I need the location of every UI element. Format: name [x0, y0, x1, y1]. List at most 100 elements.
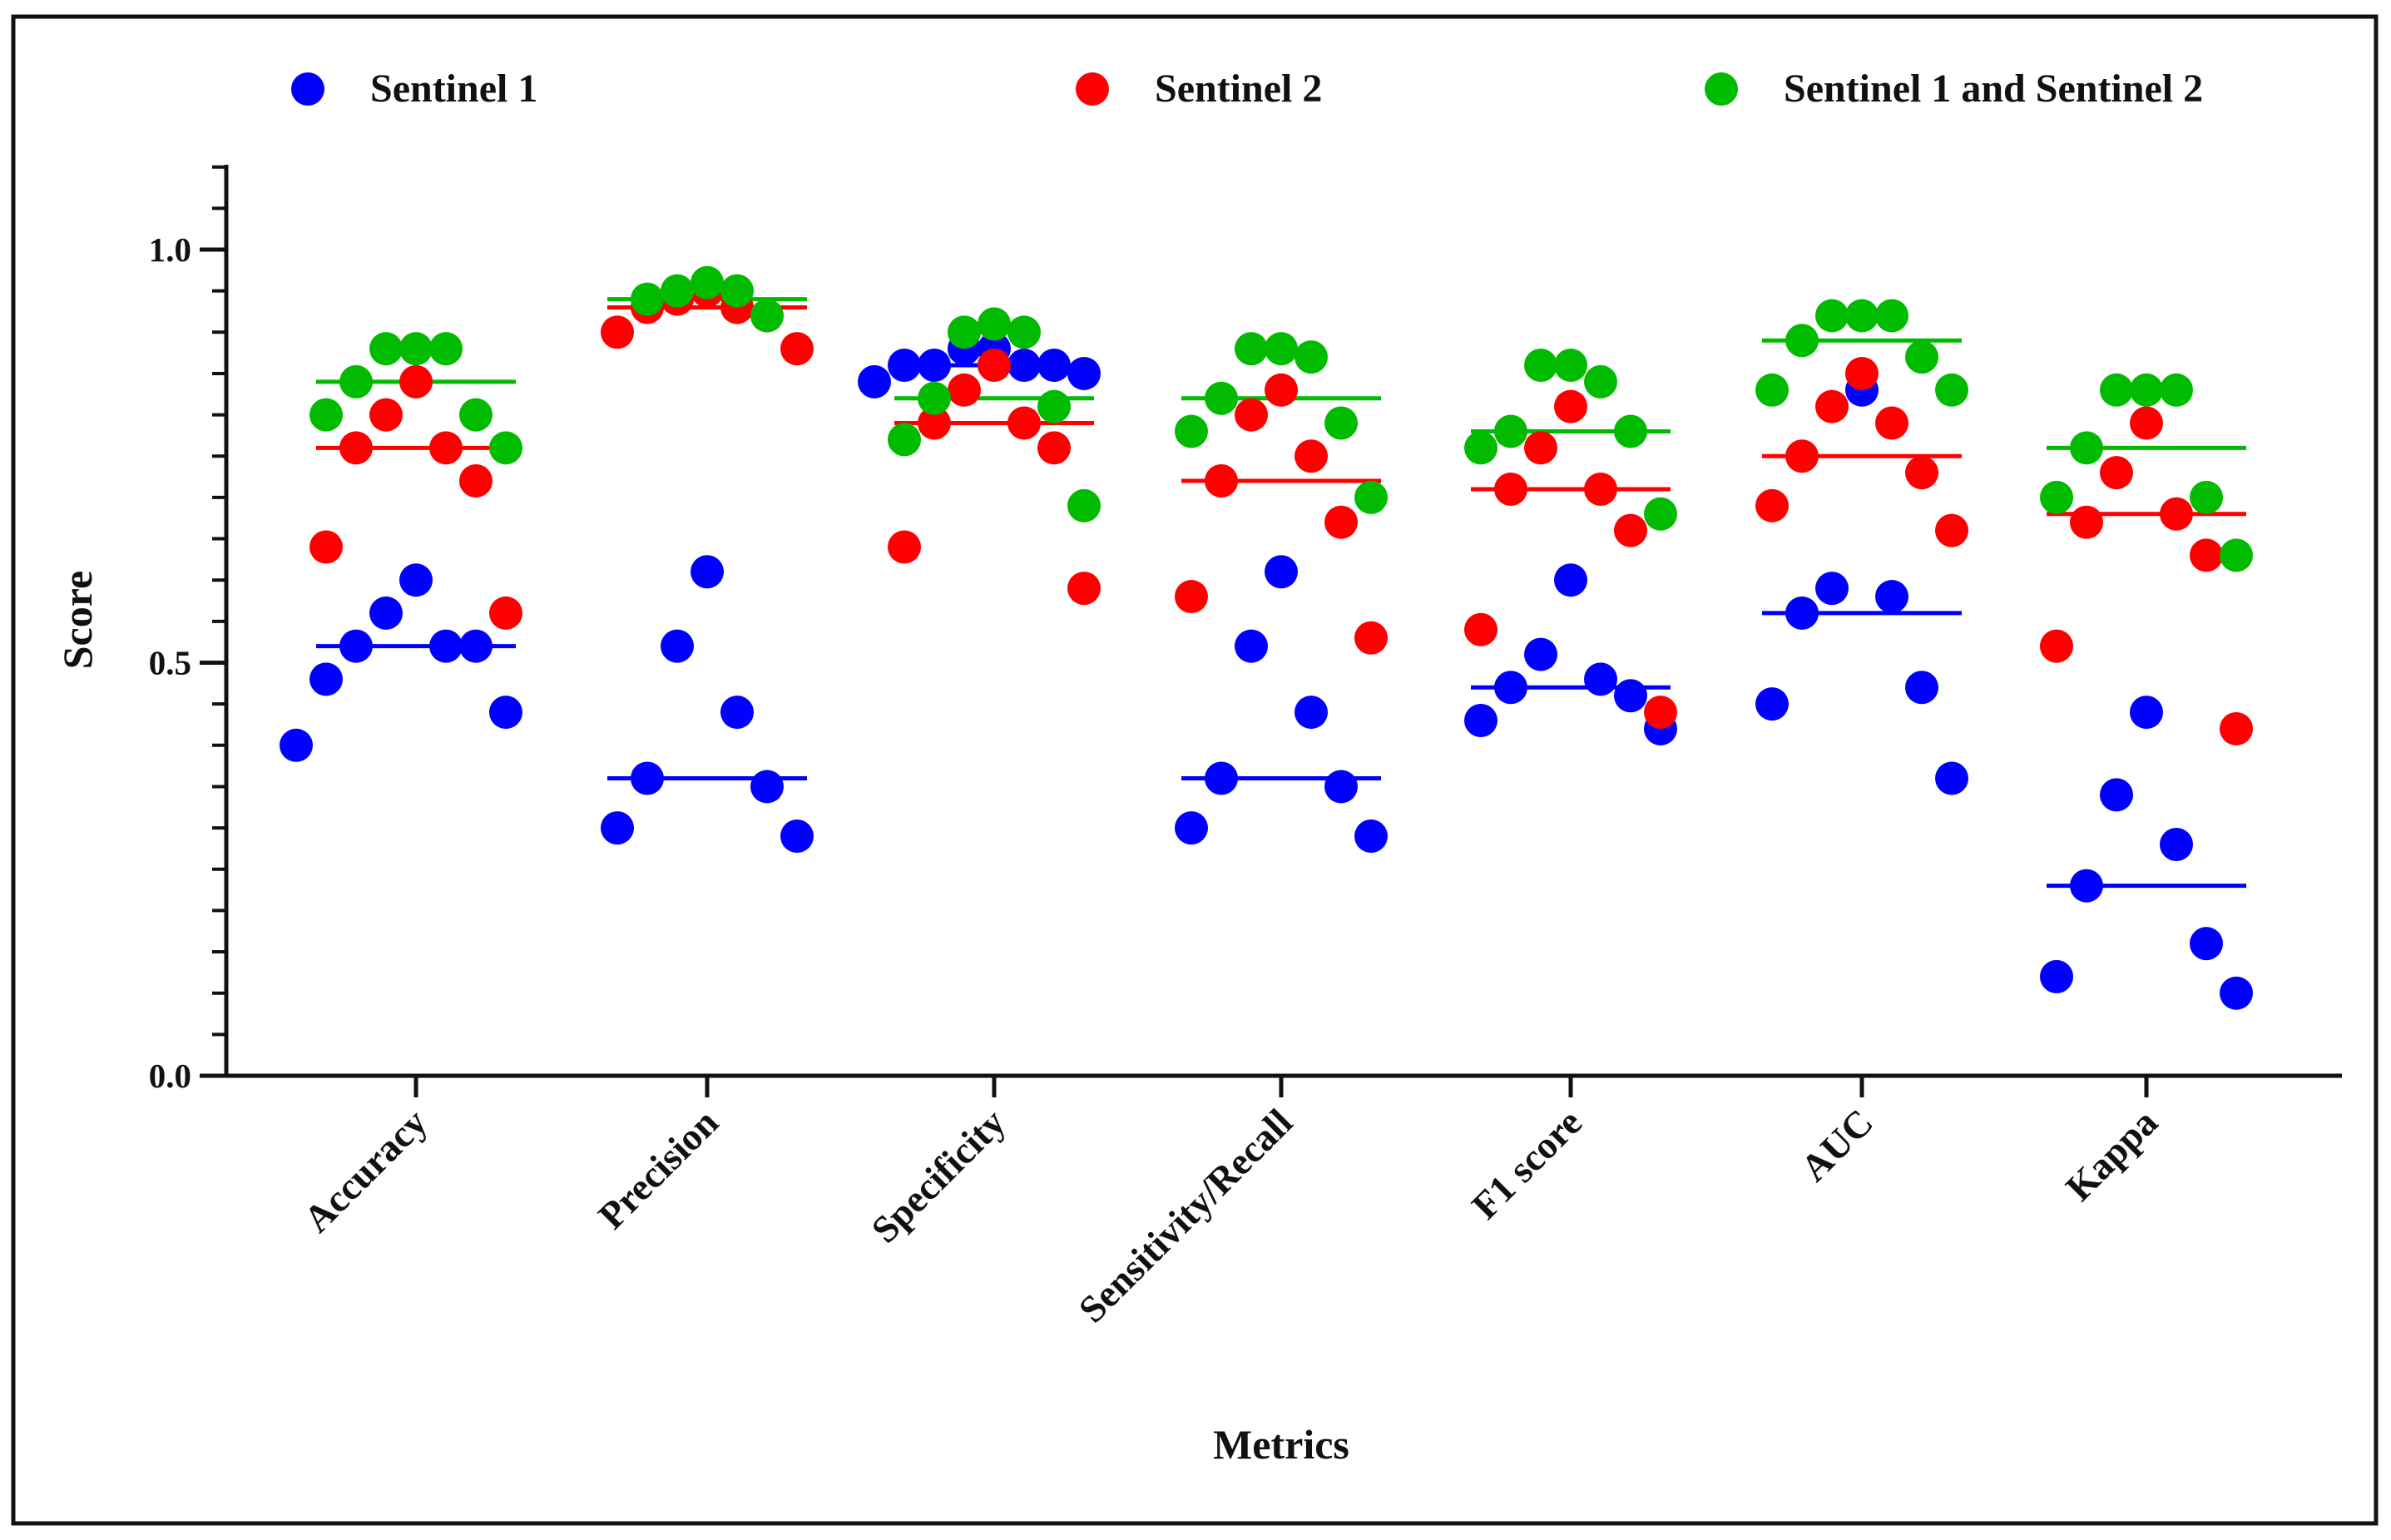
data-point: [1875, 299, 1908, 333]
data-point: [1037, 349, 1071, 383]
y-minor-ticks: [212, 165, 226, 1077]
data-point: [720, 696, 754, 730]
data-point: [1815, 572, 1849, 606]
data-point: [1614, 679, 1647, 713]
data-point: [2190, 927, 2223, 961]
data-point: [1785, 596, 1819, 630]
data-point: [309, 398, 343, 432]
data-point: [429, 431, 463, 465]
data-point: [601, 811, 634, 845]
data-point: [1354, 621, 1388, 655]
data-point: [1935, 513, 1968, 547]
data-point: [489, 696, 522, 730]
data-point: [1614, 414, 1647, 448]
data-point: [369, 398, 403, 432]
data-point: [750, 299, 784, 333]
data-point: [1905, 671, 1938, 705]
data-point: [1494, 414, 1527, 448]
data-point: [1324, 770, 1358, 804]
data-point: [1037, 431, 1071, 465]
data-point: [1935, 761, 1968, 795]
data-point: [780, 820, 814, 854]
data-point: [661, 629, 694, 663]
data-point: [1755, 488, 1789, 522]
data-point: [369, 332, 403, 366]
data-point: [1905, 340, 1938, 374]
data-point: [1755, 373, 1789, 407]
data-point: [1494, 472, 1527, 506]
data-point: [750, 770, 784, 804]
data-point: [1235, 629, 1268, 663]
data-point: [339, 629, 373, 663]
y-tick-label: 1.0: [149, 230, 191, 269]
data-point: [429, 629, 463, 663]
data-point: [309, 662, 343, 696]
data-point: [1584, 472, 1617, 506]
data-point: [2160, 827, 2193, 861]
data-point: [631, 761, 664, 795]
data-point: [2100, 456, 2133, 490]
data-point: [2100, 373, 2133, 407]
data-point: [2190, 480, 2223, 514]
data-point: [631, 282, 664, 316]
data-point: [1785, 439, 1819, 473]
data-point: [2070, 869, 2103, 903]
data-point: [1554, 349, 1587, 383]
data-point: [339, 364, 373, 399]
data-point: [1205, 464, 1238, 498]
data-point: [459, 464, 493, 498]
data-point: [2220, 711, 2253, 745]
x-axis-title: Metrics: [1213, 1421, 1349, 1468]
data-point: [780, 332, 814, 366]
data-point: [1067, 356, 1101, 390]
data-point: [399, 332, 433, 366]
data-point: [2160, 497, 2193, 531]
data-point: [1354, 480, 1388, 514]
data-point: [1584, 364, 1617, 399]
legend-marker: [1705, 72, 1738, 106]
data-point: [858, 364, 891, 399]
data-point: [2130, 373, 2163, 407]
data-point: [1524, 431, 1557, 465]
data-point: [1785, 324, 1819, 358]
data-point: [1324, 406, 1358, 440]
data-point: [2130, 696, 2163, 730]
data-point: [1067, 572, 1101, 606]
data-point: [2070, 431, 2103, 465]
data-point: [1815, 389, 1849, 423]
data-point: [459, 398, 493, 432]
data-point: [2220, 976, 2253, 1010]
data-point: [1037, 389, 1071, 423]
data-point: [1875, 580, 1908, 614]
data-point: [1644, 696, 1677, 730]
data-point: [1614, 513, 1647, 547]
data-point: [978, 307, 1011, 341]
data-point: [1845, 356, 1879, 390]
data-point: [1265, 555, 1298, 589]
data-point: [2220, 538, 2253, 572]
data-point: [1295, 439, 1328, 473]
data-point: [2100, 778, 2133, 812]
data-point: [918, 406, 951, 440]
figure-border: [11, 14, 2379, 1526]
data-point: [1905, 456, 1938, 490]
data-point: [429, 332, 463, 366]
data-point: [2070, 505, 2103, 539]
data-point: [489, 431, 522, 465]
data-point: [280, 728, 313, 762]
data-point: [691, 265, 724, 300]
data-point: [1324, 505, 1358, 539]
legend-label: Sentinel 1: [370, 67, 537, 111]
data-point: [1205, 761, 1238, 795]
data-point: [1464, 704, 1497, 738]
data-point: [1007, 349, 1041, 383]
data-point: [1007, 315, 1041, 349]
data-point: [1205, 381, 1238, 415]
y-tick-label: 0.0: [149, 1057, 191, 1095]
data-point: [1845, 299, 1879, 333]
data-point: [1554, 389, 1587, 423]
legend-marker: [1076, 72, 1109, 106]
data-point: [2040, 480, 2073, 514]
data-point: [399, 563, 433, 597]
data-point: [459, 629, 493, 663]
